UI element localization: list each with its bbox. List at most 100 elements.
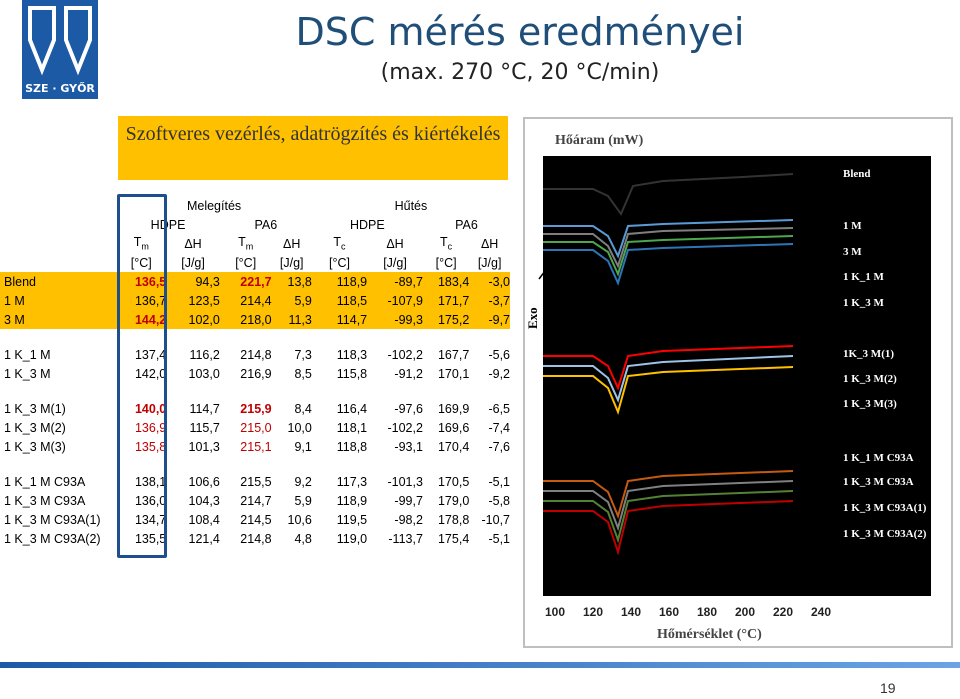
table-cell: 104,3 [188,493,220,508]
table-cell: 114,7 [311,310,368,329]
table-row: 1 K_3 M C93A(1) 134,7 108,4 214,5 10,6 119,5 -… [0,510,510,529]
table-cell: 118,8 [336,439,368,454]
column-header-subscript: m [141,241,149,252]
group-spacer [0,329,510,345]
table-cell: 135,8 [134,439,167,454]
column-header-subscript: m [245,241,254,252]
results-table: Melegítés Hűtés HDPE PA6 HDPE PA6 Tm ΔH Tm… [0,196,510,548]
table-cell: 118,1 [336,420,368,435]
table-cell: -101,3 [387,474,423,489]
table-cell: 10,6 [287,512,312,527]
table-cell: 178,8 [437,512,470,527]
table-cell: 144,2 [116,310,167,329]
table-cell: 114,7 [189,401,220,416]
table-cell: 218,0 [219,310,272,329]
table-cell: -102,2 [387,420,423,435]
table-row: 1 K_3 M C93A(2) 135,5 121,4 214,8 4,8 119,0 -1… [0,529,510,548]
table-cell: 123,5 [166,291,220,310]
legend-label: 1 K_1 M C93A [843,452,914,464]
page-subtitle: (max. 270 °C, 20 °C/min) [380,60,660,85]
table-cell: 115,8 [336,366,368,381]
table-row: 1 K_1 M 137,4 116,2 214,8 7,3 118,3 -102,2 167,… [0,345,510,364]
table-cell: 216,9 [240,366,272,381]
column-header-symbol: T [333,235,342,250]
table-row: 1 K_3 M C93A 136,0 104,3 214,7 5,9 118,9 -99,7… [0,491,510,510]
unit-cell: [°C] [130,255,152,270]
x-tick-label: 160 [659,605,680,619]
table-cell: 138,1 [134,474,167,489]
university-logo: SZE · GYŐR [22,0,98,99]
x-axis-ticks: 100 120 140 160 180 200 220 240 [545,605,831,623]
group-header-row: Melegítés Hűtés [0,196,510,215]
legend-label: 1 K_3 M(3) [843,398,897,410]
legend-label: 1 K_3 M C93A(1) [843,502,927,514]
chart-plot-area: Blend 1 M 3 M 1 K_1 M 1 K_3 M 1K_3 M(1) … [543,156,931,596]
logo-icon: SZE · GYŐR [22,0,98,99]
chart-x-label: Hőmérséklet (°C) [657,627,762,642]
table-cell: -99,7 [394,493,423,508]
table-row: 1 K_3 M(3) 135,8 101,3 215,1 9,1 118,8 -93,1 17… [0,437,510,456]
table-cell: 215,5 [240,474,272,489]
table-cell: -98,2 [394,512,423,527]
table-row: Blend 136,5 94,3 221,7 13,8 118,9 -89,7 183,4 -3… [0,272,510,291]
legend-label: 1 K_3 M C93A [843,476,914,488]
table-cell: 5,9 [271,291,312,310]
unit-cell: [J/g] [279,255,304,270]
tm-highlight-frame [117,194,167,558]
unit-cell: [J/g] [181,255,205,270]
page-title: DSC mérés eredményei [295,10,745,54]
table-cell: -7,4 [488,420,510,435]
cooling-header: Hűtés [394,198,428,213]
column-header-symbol: ΔH [184,236,202,251]
x-tick-label: 220 [773,605,794,619]
table-cell: 136,9 [134,420,167,435]
row-label: 1 M [0,291,117,310]
row-label: 1 K_3 M(1) [4,401,66,416]
table-cell: 175,2 [422,310,470,329]
column-header: Tm [116,234,166,253]
column-header: ΔH [469,234,510,253]
column-header-subscript: c [447,241,453,252]
table-row: 1 K_3 M(2) 136,9 115,7 215,0 10,0 118,1 -102,2… [0,418,510,437]
footer-bar [0,662,960,668]
material-header: HDPE [350,217,385,232]
table-cell: 9,1 [294,439,312,454]
table-cell: 116,2 [189,347,220,362]
table-row: 1 K_3 M(1) 140,0 114,7 215,9 8,4 116,4 -97,6 16… [0,399,510,418]
table-cell: -5,1 [488,474,510,489]
column-header: Tc [423,234,469,253]
dsc-chart: Hőáram (mW) Exo Blend 1 M 3 [523,117,953,648]
table-cell: 102,0 [166,310,220,329]
table-cell: 221,7 [219,272,272,291]
row-label: Blend [0,272,117,291]
legend-label: Blend [843,168,871,180]
row-label: 1 K_3 M(2) [4,420,66,435]
table-cell: 170,4 [437,439,470,454]
table-cell: 115,7 [189,420,220,435]
table-cell: 215,1 [240,439,272,454]
group-spacer [0,383,510,399]
table-cell: 13,8 [271,272,312,291]
material-header: PA6 [455,217,478,232]
table-cell: 118,3 [336,347,368,362]
column-header-row: Tm ΔH Tm ΔH Tc ΔH Tc ΔH [0,234,510,253]
row-label: 3 M [0,310,117,329]
table-cell: -5,6 [488,347,510,362]
x-tick-label: 140 [621,605,642,619]
table-cell: 169,9 [437,401,470,416]
table-cell: 117,3 [336,474,368,489]
table-cell: 179,0 [437,493,470,508]
table-row: 3 M 144,2 102,0 218,0 11,3 114,7 -99,3 175,2 -9,… [0,310,510,329]
table-row: 1 K_3 M 142,0 103,0 216,9 8,5 115,8 -91,2 170,1… [0,364,510,383]
table-cell: 118,9 [311,272,368,291]
table-cell: -107,9 [367,291,423,310]
material-header-row: HDPE PA6 HDPE PA6 [0,215,510,234]
table-row: 1 M 136,7 123,5 214,4 5,9 118,5 -107,9 171,7 -3,… [0,291,510,310]
row-label: 1 K_1 M C93A [4,474,86,489]
table-cell: 8,4 [294,401,312,416]
table-cell: 215,9 [240,401,272,416]
table-cell: -91,2 [394,366,423,381]
column-header-symbol: ΔH [386,236,404,251]
table-cell: -9,7 [469,310,510,329]
table-cell: 134,7 [134,512,167,527]
